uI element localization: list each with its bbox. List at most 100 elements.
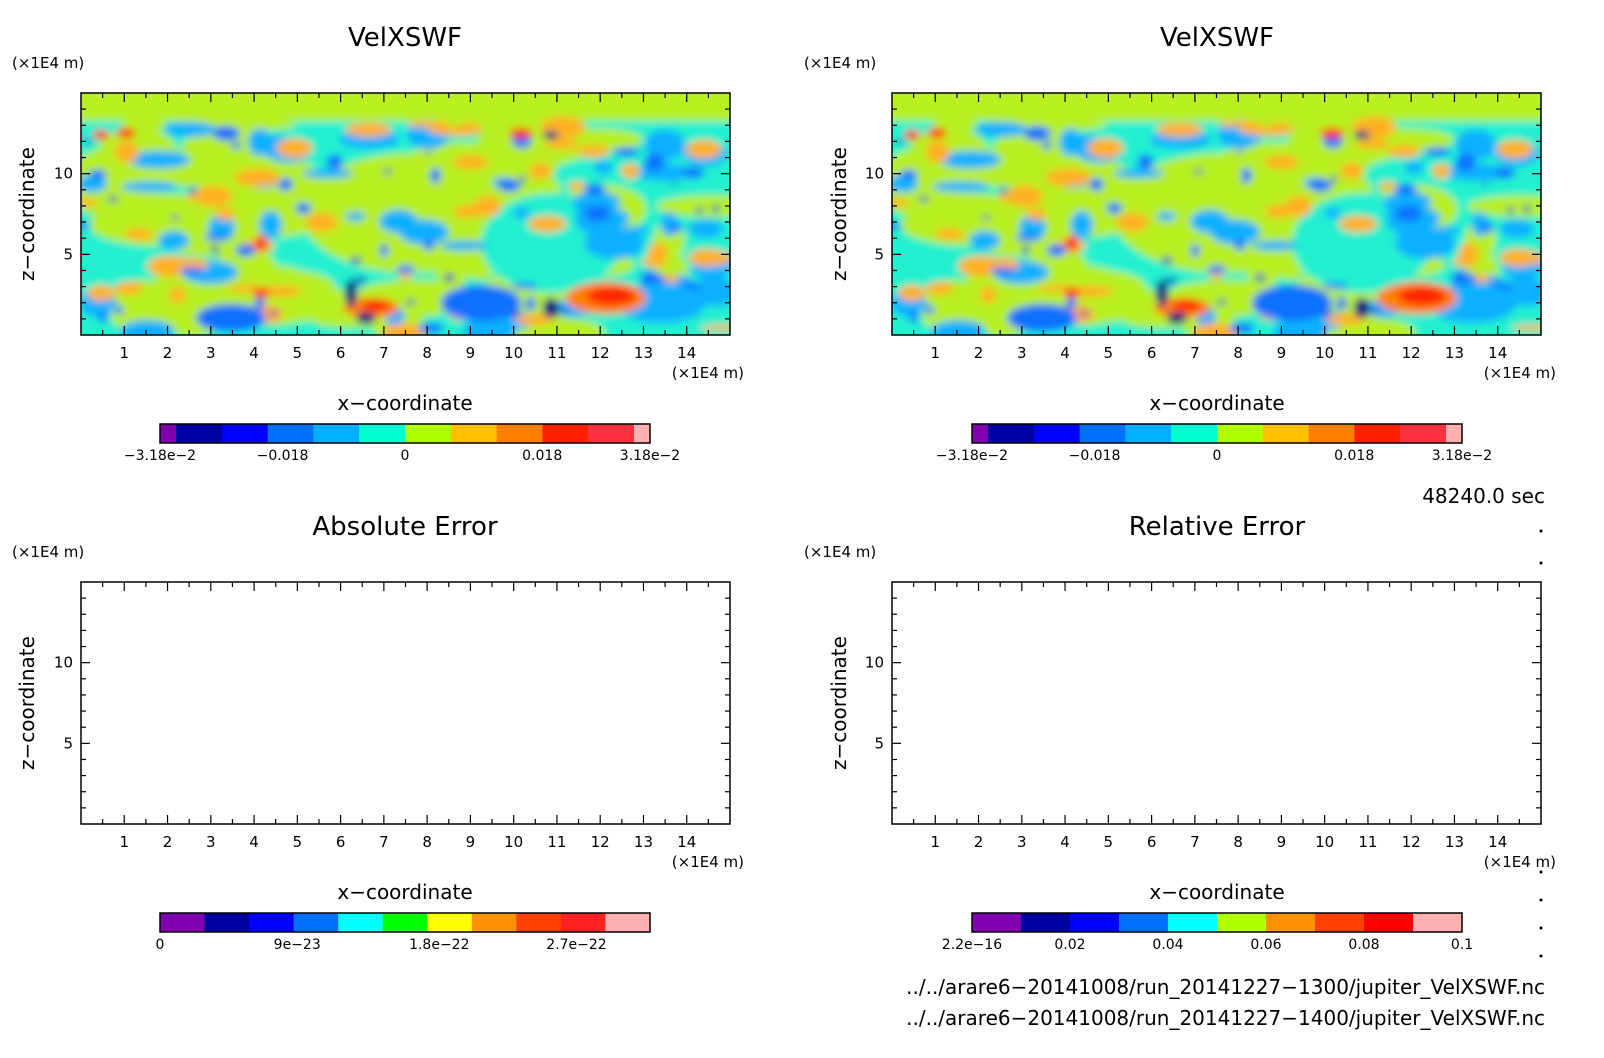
field-blob — [355, 277, 366, 285]
colorbar-segment — [1445, 424, 1463, 443]
colorbar-segment — [972, 913, 1022, 932]
field-blob — [116, 128, 136, 138]
field-blob — [1267, 122, 1293, 135]
field-blob — [925, 305, 935, 315]
field-blob — [1424, 147, 1451, 157]
colorbar-segment — [588, 424, 635, 443]
field-blob — [897, 137, 903, 146]
x-tick-label: 2 — [974, 833, 984, 851]
field-blob — [276, 138, 313, 158]
field-blob — [1026, 207, 1047, 221]
x-unit-label: (×1E4 m) — [672, 853, 744, 871]
panel-absolute-error: Absolute Error (×1E4 m) 1 2 3 4 5 6 7 8 9 10 11 12 1… — [12, 512, 744, 953]
field-blob — [703, 251, 730, 265]
field-blob — [982, 215, 990, 221]
colorbar-segment — [542, 424, 589, 443]
y-unit-label: (×1E4 m) — [804, 54, 876, 72]
field-blob — [1251, 240, 1300, 251]
field-blob — [1255, 273, 1265, 282]
field-blob — [423, 238, 435, 252]
colorbar-frame — [159, 912, 651, 933]
x-tick-label: 1 — [119, 833, 129, 851]
colorbar-segment — [1364, 913, 1414, 932]
colorbar-label: −0.018 — [1069, 448, 1121, 464]
file-path-1: ../../arare6−20141008/run_20141227−1300/… — [906, 975, 1545, 999]
colorbar-label: −0.018 — [257, 448, 309, 464]
margin-dots — [1539, 529, 1543, 958]
field-blob — [1022, 245, 1030, 254]
field-blob — [1404, 160, 1424, 174]
field-blob — [171, 215, 179, 221]
x-tick-label: 4 — [249, 833, 259, 851]
field-blob — [990, 267, 1017, 275]
field-blob — [931, 319, 986, 335]
field-blob — [1369, 93, 1414, 118]
colorbar-segment — [560, 913, 606, 932]
field-blob — [430, 167, 441, 184]
field-blob — [234, 168, 280, 187]
field-blob — [1336, 296, 1347, 311]
field-blob — [1394, 183, 1417, 195]
field-blob — [88, 169, 107, 179]
field-blob — [212, 126, 240, 141]
y-tick-label: 10 — [865, 654, 884, 672]
field-blob — [1156, 279, 1168, 307]
y-tick-label: 10 — [54, 654, 73, 672]
field-blob — [1371, 309, 1380, 314]
x-tick-label: 12 — [591, 833, 610, 851]
field-blob — [1087, 138, 1124, 158]
field-blob — [1395, 205, 1422, 222]
field-blob — [1452, 256, 1478, 268]
field-blob — [86, 137, 92, 146]
field-blob — [1322, 282, 1349, 289]
y-unit-label: (×1E4 m) — [12, 543, 84, 561]
field-blob — [644, 153, 665, 171]
field-blob — [656, 195, 730, 218]
x-tick-label: 4 — [1060, 833, 1070, 851]
field-blob — [345, 279, 357, 307]
field-blob — [1451, 270, 1471, 288]
field-blob — [1383, 191, 1432, 212]
field-blob — [302, 168, 353, 179]
colorbar-segment — [1171, 424, 1218, 443]
x-tick-label: 14 — [677, 344, 696, 362]
field-blob — [543, 298, 559, 318]
field-blob — [196, 304, 266, 332]
field-blob — [169, 286, 186, 304]
field-blob — [211, 245, 219, 254]
x-tick-label: 9 — [1277, 344, 1287, 362]
colorbar: −3.18e−2 −0.018 0 0.018 3.18e−2 — [936, 423, 1492, 464]
colorbar-label: 3.18e−2 — [1432, 448, 1492, 464]
colorbar-frame — [971, 423, 1463, 444]
field-blob — [620, 163, 640, 179]
x-tick-label: 7 — [379, 833, 389, 851]
y-tick-label: 5 — [874, 734, 884, 752]
field-blob — [695, 207, 704, 214]
x-tick-label: 13 — [634, 344, 653, 362]
field-blob — [379, 209, 418, 234]
x-tick-label: 2 — [163, 344, 173, 362]
field-blob — [925, 281, 954, 295]
field-blob — [1007, 304, 1077, 332]
x-tick-label: 14 — [677, 833, 696, 851]
y-unit-label: (×1E4 m) — [12, 54, 84, 72]
y-axis-label: z−coordinate — [827, 636, 851, 770]
colorbar-label: 0 — [401, 448, 410, 464]
field-blob — [525, 296, 536, 311]
field-blob — [295, 202, 312, 214]
field-blob — [932, 181, 989, 192]
colorbar-label: 2.2e−16 — [942, 937, 1003, 953]
x-tick-label: 3 — [206, 833, 216, 851]
field-blob — [1511, 324, 1541, 331]
field-blob — [428, 123, 452, 135]
field-blob — [1354, 131, 1370, 139]
field-blob — [126, 150, 191, 169]
field-blob — [194, 185, 233, 207]
colorbar-segment — [1354, 424, 1401, 443]
field-blob — [1239, 123, 1263, 135]
field-blob — [1354, 298, 1370, 318]
x-tick-label: 5 — [293, 344, 303, 362]
field-blob — [382, 169, 393, 174]
colorbar-segment — [1413, 913, 1463, 932]
field-blob — [560, 309, 569, 314]
